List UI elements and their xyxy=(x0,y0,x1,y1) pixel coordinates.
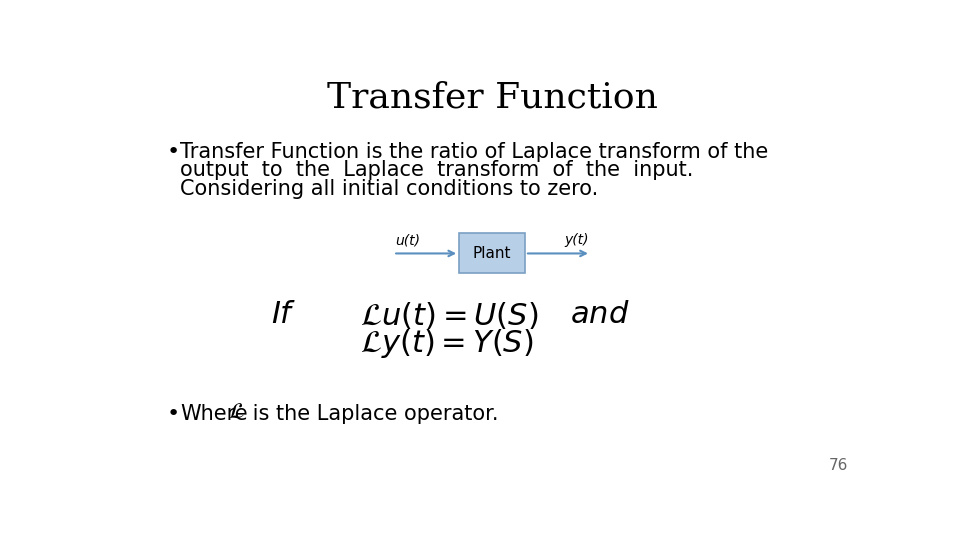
Text: $\mathcal{L}y(t) = Y(S)$: $\mathcal{L}y(t) = Y(S)$ xyxy=(360,327,534,360)
Text: output  to  the  Laplace  transform  of  the  input.: output to the Laplace transform of the i… xyxy=(180,160,694,180)
Text: Transfer Function is the ratio of Laplace transform of the: Transfer Function is the ratio of Laplac… xyxy=(180,142,769,162)
Text: u(t): u(t) xyxy=(395,233,420,247)
Text: •: • xyxy=(166,142,180,162)
Text: $\mathit{If}$: $\mathit{If}$ xyxy=(271,300,297,329)
Text: y(t): y(t) xyxy=(564,233,589,247)
Text: •: • xyxy=(166,403,180,423)
Text: $\mathcal{L}$: $\mathcal{L}$ xyxy=(228,402,245,422)
FancyBboxPatch shape xyxy=(459,233,525,273)
Text: $\mathit{and}$: $\mathit{and}$ xyxy=(569,300,629,329)
Text: Where: Where xyxy=(180,403,248,423)
Text: 76: 76 xyxy=(829,458,849,473)
Text: Considering all initial conditions to zero.: Considering all initial conditions to ze… xyxy=(180,179,599,199)
Text: $\mathcal{L}u(t) = U(S)$: $\mathcal{L}u(t) = U(S)$ xyxy=(360,300,539,330)
Text: is the Laplace operator.: is the Laplace operator. xyxy=(246,403,498,423)
Text: Transfer Function: Transfer Function xyxy=(326,80,658,114)
Text: Plant: Plant xyxy=(472,246,512,261)
